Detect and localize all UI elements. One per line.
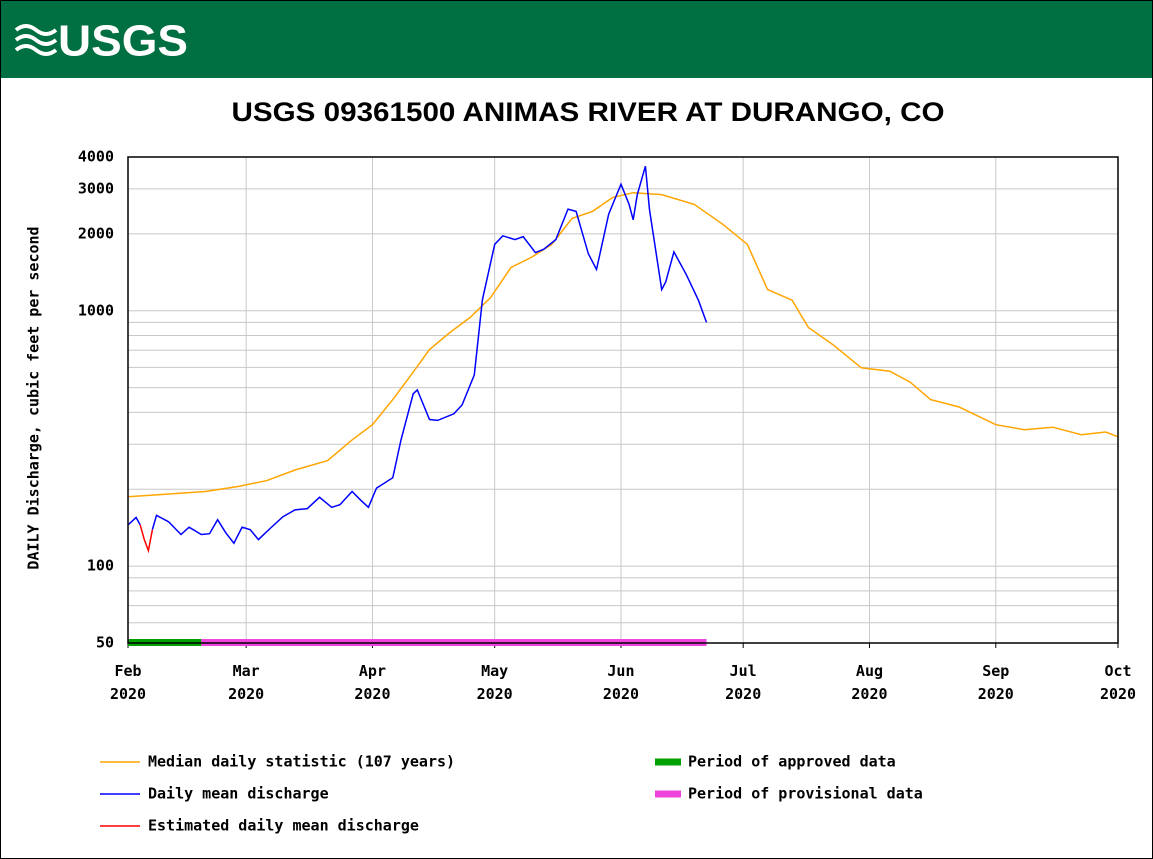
chart-title: USGS 09361500 ANIMAS RIVER AT DURANGO, C… [232, 97, 945, 127]
x-tick-label: Jul 2020 [725, 662, 762, 703]
x-tick-label: May 2020 [476, 662, 513, 703]
logo: USGS [58, 17, 188, 66]
x-tick-label: Feb 2020 [109, 662, 147, 703]
x-tick-label: Sep 2020 [977, 662, 1014, 703]
legend-label: Median daily statistic (107 years) [148, 753, 455, 771]
plot-frame [127, 156, 1119, 644]
legend-label: Period of approved data [688, 753, 896, 771]
logo-waves [14, 24, 58, 56]
legend-label: Period of provisional data [688, 785, 923, 803]
legend-label: Daily mean discharge [148, 785, 329, 803]
y-tick-label: 50 [96, 634, 114, 652]
y-tick-label: 4000 [78, 148, 114, 166]
legend-label: Estimated daily mean discharge [148, 817, 419, 835]
x-tick-label: Oct 2020 [1099, 662, 1137, 703]
x-tick-label: Apr 2020 [354, 662, 391, 703]
series-line [139, 524, 154, 554]
header-band [1, 1, 1152, 78]
y-tick-label: 1000 [78, 301, 114, 319]
y-tick-label: 2000 [78, 224, 114, 242]
x-tick-label: Mar 2020 [228, 662, 265, 703]
x-tick-label: Aug 2020 [851, 662, 888, 703]
series-line [127, 191, 1119, 498]
series-line [127, 165, 708, 545]
y-axis-label: DAILY Discharge, cubic feet per second [25, 226, 43, 569]
x-tick-label: Jun 2020 [602, 662, 640, 703]
y-tick-label: 3000 [78, 179, 114, 197]
y-tick-label: 100 [87, 557, 114, 575]
